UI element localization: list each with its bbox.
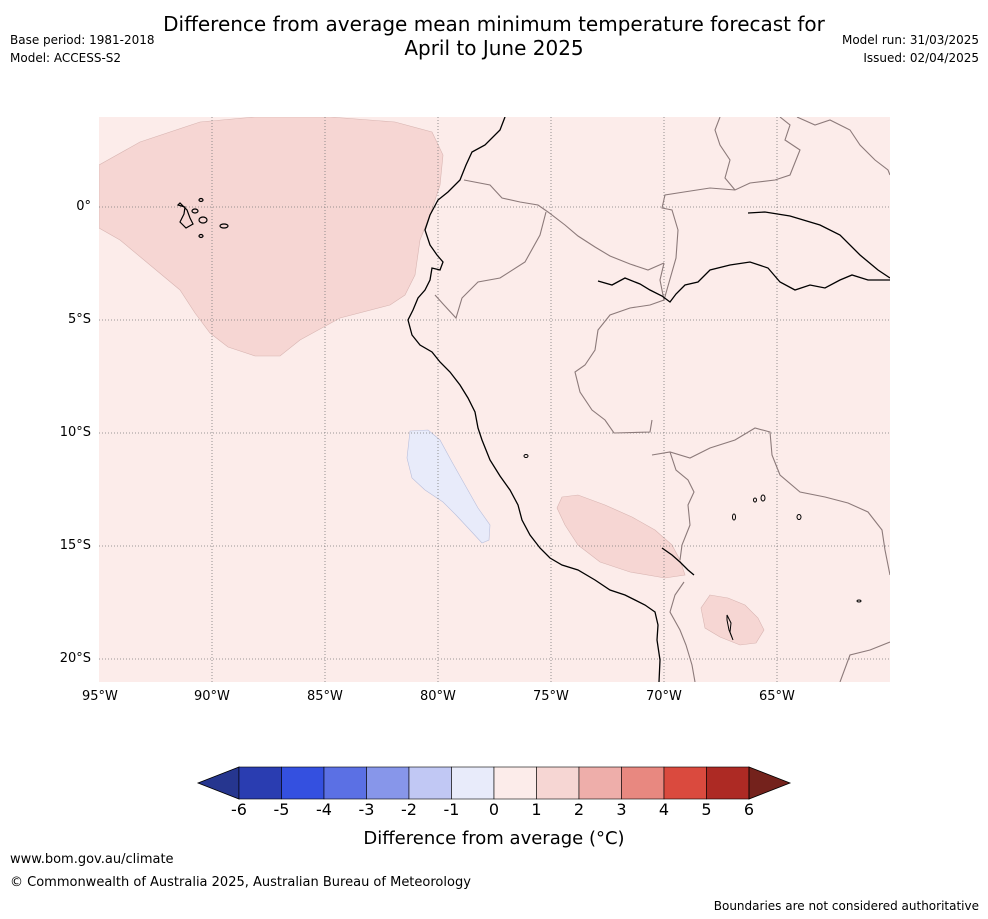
colorbar (196, 766, 792, 800)
lon-tick: 75°W (533, 689, 569, 704)
colorbar-tick-label: 1 (531, 800, 542, 819)
website-url[interactable]: www.bom.gov.au/climate (10, 852, 174, 867)
lon-tick: 65°W (759, 689, 795, 704)
title-line-1: Difference from average mean minimum tem… (163, 12, 825, 36)
colorbar-label: Difference from average (°C) (363, 828, 625, 849)
colorbar-tick-label: -2 (401, 800, 417, 819)
model-run: Model run: 31/03/2025 (841, 33, 979, 47)
lon-tick: 85°W (307, 689, 343, 704)
colorbar-segment (281, 766, 325, 800)
lon-tick: 95°W (82, 689, 118, 704)
colorbar-segment (663, 766, 707, 800)
lon-tick: 90°W (194, 689, 230, 704)
boundary-disclaimer: Boundaries are not considered authoritat… (713, 899, 979, 913)
page-title: Difference from average mean minimum tem… (0, 12, 988, 60)
model-name: Model: ACCESS-S2 (10, 51, 122, 65)
colorbar-segment (621, 766, 665, 800)
colorbar-tick-label: 0 (488, 800, 500, 819)
lat-tick: 20°S (59, 651, 91, 666)
copyright-notice: © Commonwealth of Australia 2025, Austra… (10, 875, 471, 890)
lon-tick: 70°W (646, 689, 682, 704)
colorbar-extend-high (748, 766, 792, 800)
anomaly-region-pacific (99, 117, 444, 357)
anomaly-region-bolivia (700, 594, 765, 646)
colorbar-segment (408, 766, 452, 800)
title-line-2: April to June 2025 (404, 36, 584, 60)
colorbar-tick-label: 5 (701, 800, 712, 819)
lat-tick: 15°S (59, 538, 91, 553)
colorbar-segment (238, 766, 282, 800)
country-borders (434, 117, 890, 682)
colorbar-segment (493, 766, 537, 800)
colorbar-segments (196, 766, 792, 800)
colorbar-segment (451, 766, 495, 800)
colorbar-tick-label: -6 (231, 800, 247, 819)
lakes (523, 454, 862, 641)
colorbar-tick-label: -5 (273, 800, 290, 819)
lon-tick: 80°W (420, 689, 456, 704)
colorbar-segment (366, 766, 410, 800)
colorbar-tick-label: -1 (443, 800, 460, 819)
anomaly-region-south-peru (556, 494, 686, 579)
colorbar-tick-label: 3 (616, 800, 627, 819)
colorbar-segment (536, 766, 580, 800)
coastline (407, 117, 890, 682)
colorbar-tick-label: 6 (743, 800, 755, 819)
issued-date: Issued: 02/04/2025 (863, 51, 979, 65)
galapagos-islands (176, 197, 229, 239)
metadata-right: Model run: 31/03/2025 Issued: 02/04/2025 (842, 31, 979, 67)
metadata-left: Base period: 1981-2018 Model: ACCESS-S2 (10, 31, 155, 67)
lat-tick: 10°S (59, 425, 91, 440)
colorbar-tick-label: -4 (316, 800, 332, 819)
colorbar-tick-label: 2 (573, 800, 585, 819)
colorbar-segment (578, 766, 622, 800)
colorbar-segment (323, 766, 367, 800)
colorbar-tick-label: 4 (658, 800, 670, 819)
anomaly-region-negative (406, 429, 491, 544)
base-period: Base period: 1981-2018 (10, 33, 155, 47)
colorbar-tick-label: -3 (358, 800, 375, 819)
colorbar-extend-low (196, 766, 240, 800)
gridlines (99, 117, 890, 682)
lat-tick: 0° (76, 199, 91, 214)
lat-tick: 5°S (67, 312, 91, 327)
colorbar-segment (706, 766, 750, 800)
